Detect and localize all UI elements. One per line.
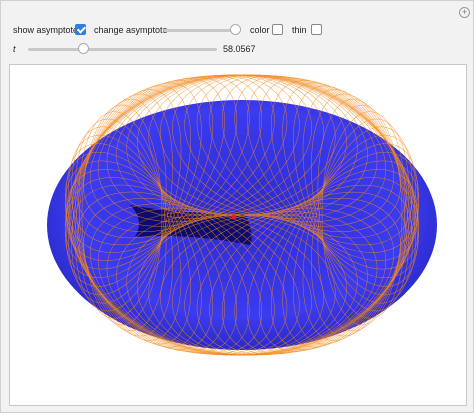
curve [302, 126, 413, 341]
curve [68, 177, 250, 354]
curve [90, 74, 300, 227]
curve [160, 74, 378, 219]
curve [106, 211, 324, 356]
curve [184, 74, 394, 227]
curve [74, 93, 173, 312]
curves [64, 74, 420, 356]
label: color [250, 25, 270, 35]
options-button[interactable]: + [459, 7, 470, 18]
checkbox[interactable] [272, 24, 283, 35]
point [231, 214, 237, 220]
slider-value: 58.0567 [223, 44, 256, 54]
curve [78, 98, 167, 319]
curve [196, 74, 401, 232]
curve [302, 89, 413, 304]
curve [234, 76, 416, 253]
curve [317, 111, 406, 332]
curve [317, 98, 406, 319]
curve [209, 74, 407, 239]
curve [72, 184, 263, 355]
curve [97, 74, 312, 223]
checkbox[interactable] [311, 24, 322, 35]
slider-track [28, 48, 217, 51]
curve [97, 207, 312, 356]
curve [172, 74, 387, 223]
curve [77, 74, 275, 239]
curve [209, 191, 407, 356]
slider-thumb[interactable] [78, 43, 89, 54]
label: thin [292, 25, 307, 35]
label: change asymptote [94, 25, 168, 35]
graphic [9, 64, 467, 406]
curve [148, 74, 368, 217]
curve [234, 177, 416, 354]
curve [71, 126, 182, 341]
curve [293, 85, 416, 296]
curve [68, 76, 250, 253]
curve [160, 211, 378, 356]
curve [292, 134, 416, 345]
curve [172, 207, 387, 356]
curve [246, 76, 418, 261]
curve [77, 191, 275, 356]
curve [71, 89, 182, 304]
curve [83, 198, 288, 356]
slider-track [163, 29, 239, 32]
curve [282, 82, 418, 287]
curve [90, 203, 300, 356]
curve [66, 143, 202, 348]
label: t [13, 44, 16, 54]
checkbox[interactable] [75, 24, 86, 35]
curve [221, 184, 412, 355]
curve [311, 93, 410, 312]
slider-thumb[interactable] [230, 24, 241, 35]
curve [72, 75, 263, 246]
curve [106, 74, 324, 219]
curve [68, 85, 192, 296]
label: show asymptote [13, 25, 79, 35]
torus-plot [47, 74, 437, 356]
curve [221, 75, 412, 246]
